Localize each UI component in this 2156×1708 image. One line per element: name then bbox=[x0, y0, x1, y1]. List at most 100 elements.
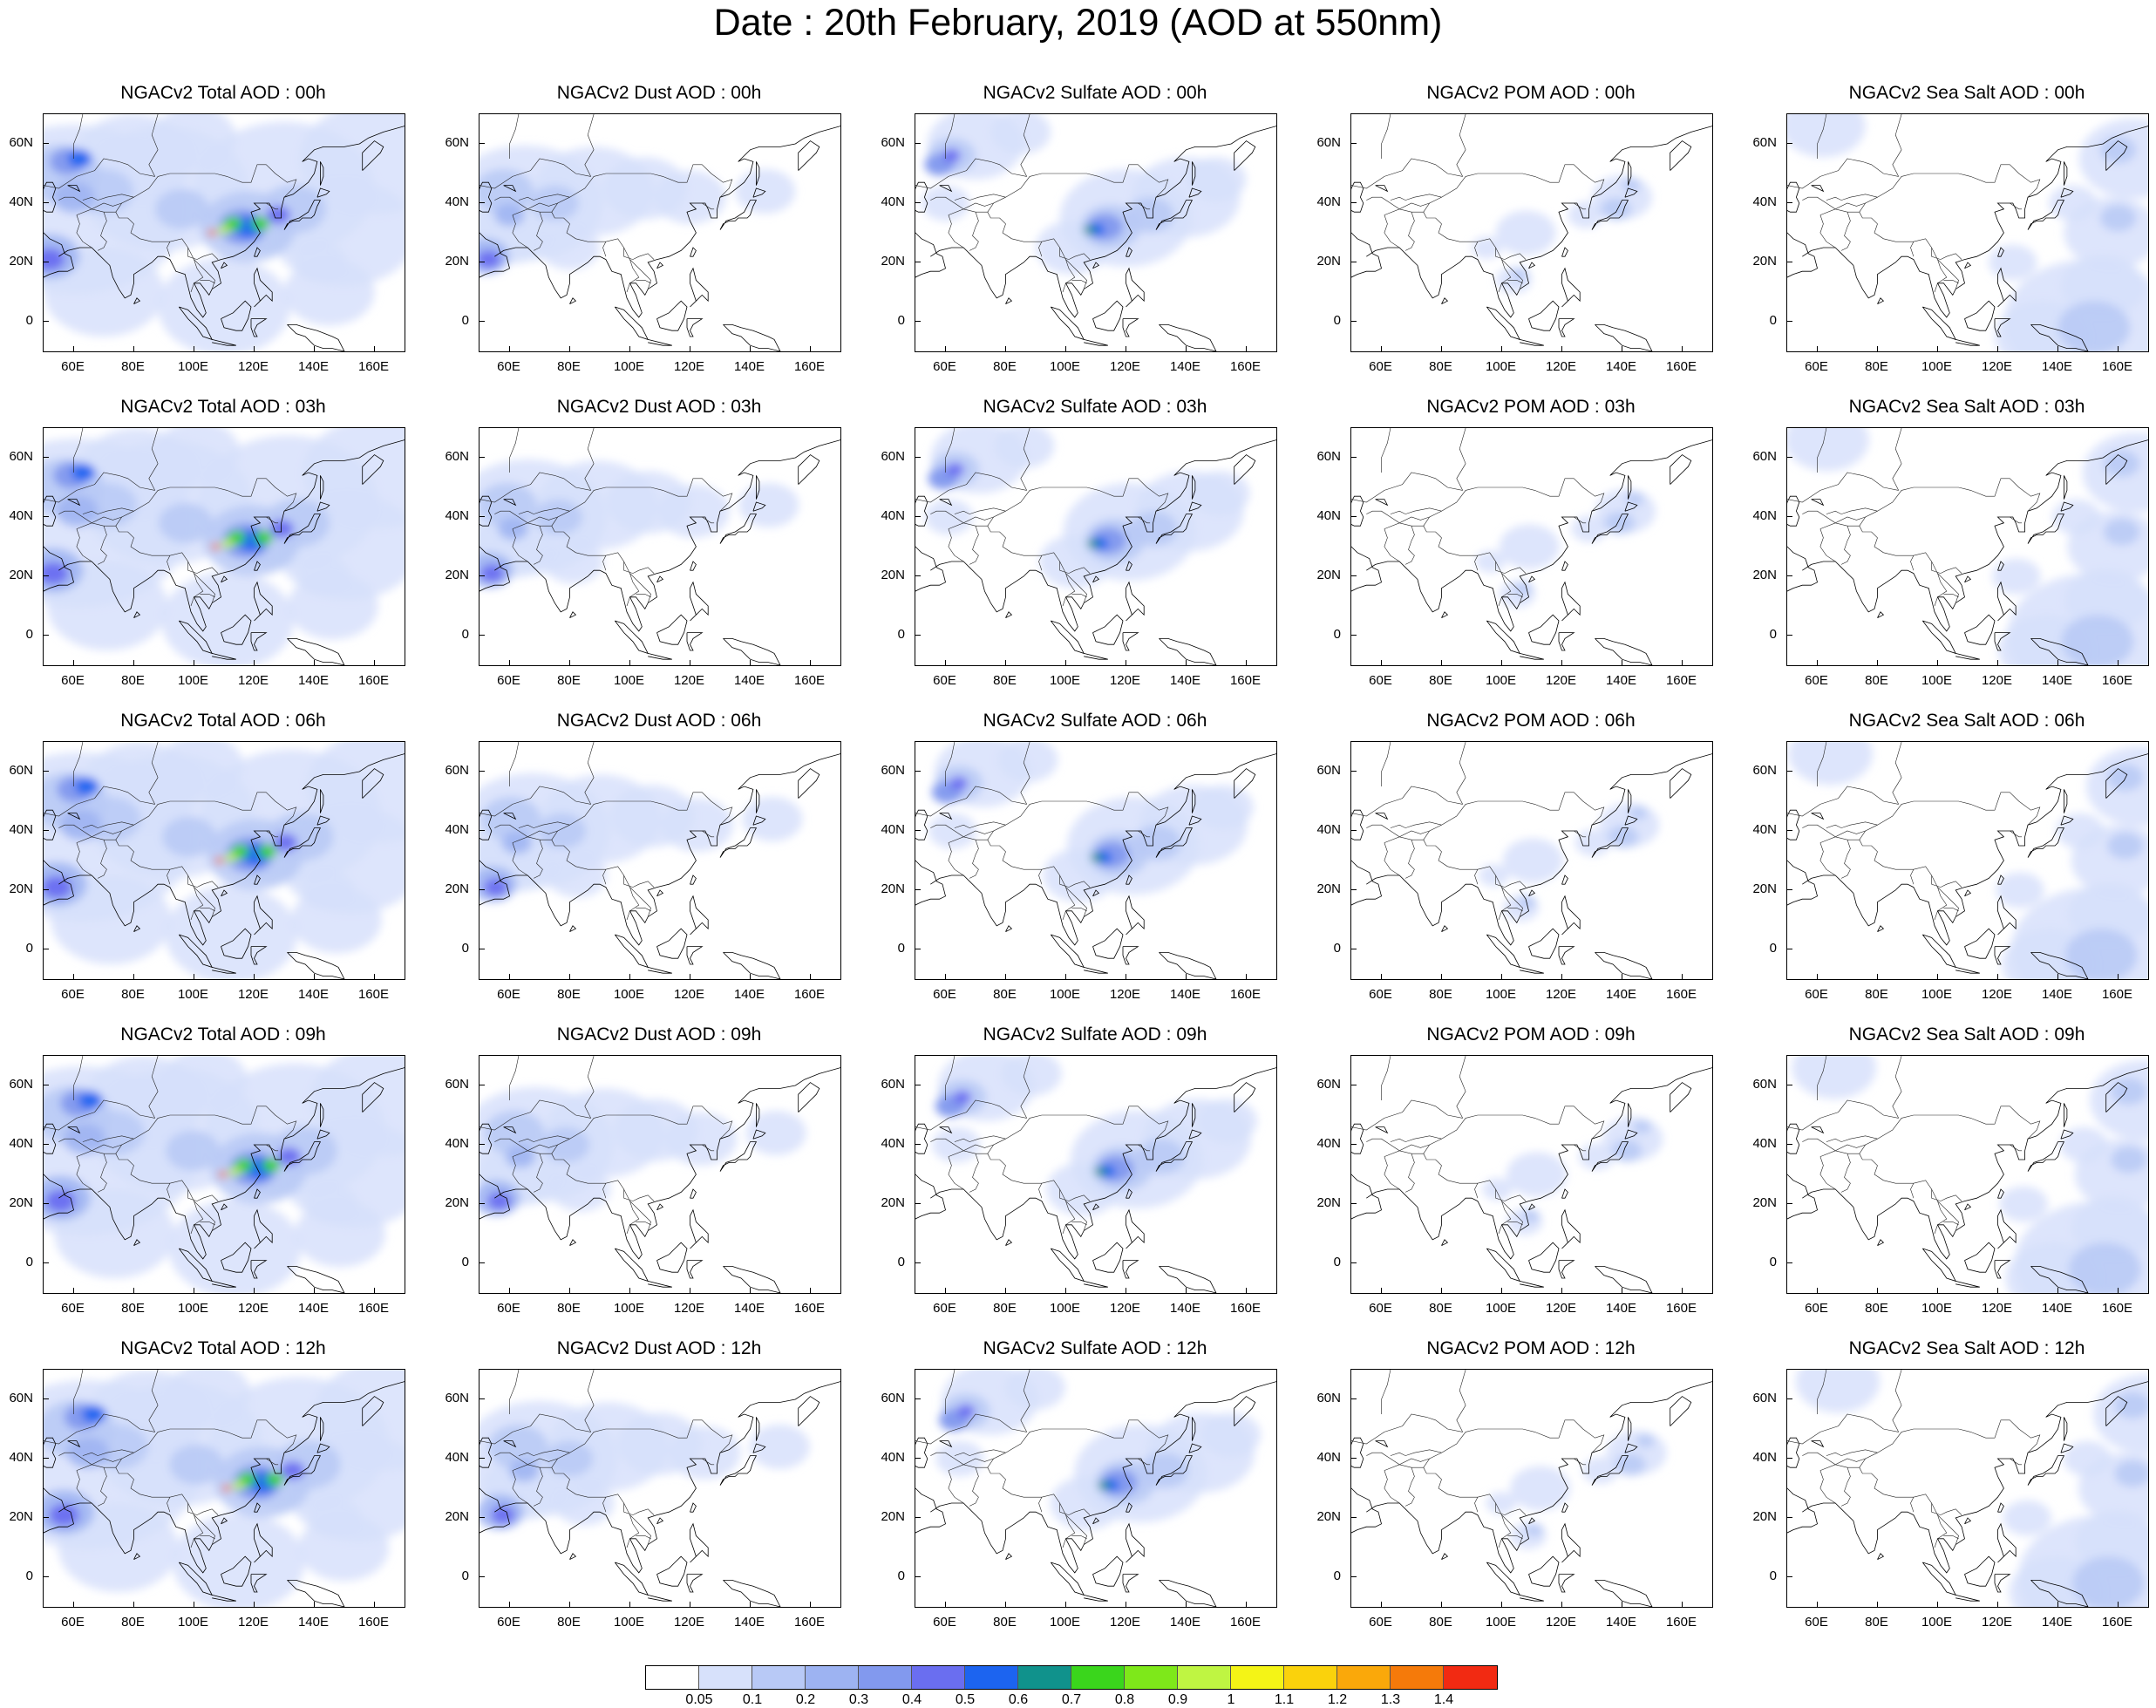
x-tick-mark bbox=[133, 346, 134, 351]
y-tick-mark bbox=[44, 1203, 49, 1204]
coastlines bbox=[1351, 1067, 1712, 1293]
y-tick-label: 20N bbox=[445, 254, 469, 269]
aod-blob bbox=[2061, 255, 2146, 317]
aod-blob bbox=[1608, 826, 1639, 848]
country-borders bbox=[44, 742, 297, 921]
x-tick-mark bbox=[373, 1288, 375, 1293]
y-tick-label: 0 bbox=[897, 1255, 905, 1269]
aod-map bbox=[479, 1056, 840, 1293]
x-tick-label: 160E bbox=[357, 1301, 390, 1316]
panel-title: NGACv2 POM AOD : 12h bbox=[1426, 1338, 1636, 1358]
x-tick-mark bbox=[629, 1288, 630, 1293]
x-tick-mark bbox=[1245, 660, 1247, 665]
y-tick-label: 20N bbox=[9, 881, 33, 896]
x-tick-label: 80E bbox=[993, 359, 1017, 374]
x-tick-label: 140E bbox=[297, 359, 330, 374]
country-borders bbox=[479, 428, 733, 607]
x-tick-label: 160E bbox=[1229, 359, 1262, 374]
y-tick-label: 40N bbox=[445, 1450, 469, 1465]
aod-blob bbox=[1486, 1492, 1517, 1514]
y-tick-label: 40N bbox=[881, 508, 905, 523]
y-tick-mark bbox=[479, 575, 485, 576]
aod-blob bbox=[949, 776, 969, 791]
colorbar-box bbox=[1071, 1666, 1125, 1689]
aod-map bbox=[479, 1370, 840, 1607]
y-tick-label: 40N bbox=[1316, 1136, 1341, 1151]
x-tick-label: 100E bbox=[1921, 673, 1953, 688]
y-tick-label: 60N bbox=[1752, 135, 1777, 150]
y-tick-label: 20N bbox=[445, 881, 469, 896]
x-tick-label: 80E bbox=[993, 987, 1017, 1002]
x-tick-mark bbox=[1561, 1288, 1562, 1293]
x-tick-mark bbox=[1816, 1602, 1818, 1607]
colorbar-label: 1.4 bbox=[1433, 1692, 1454, 1707]
aod-blob bbox=[54, 1189, 175, 1278]
y-tick-mark bbox=[479, 202, 485, 203]
x-tick-mark bbox=[1936, 974, 1938, 979]
country-borders bbox=[1787, 114, 2041, 293]
aod-blob bbox=[1578, 1143, 1615, 1170]
aod-blob bbox=[159, 742, 244, 797]
panel-title: NGACv2 Sulfate AOD : 00h bbox=[983, 83, 1207, 103]
aod-blob bbox=[1475, 550, 1506, 573]
aod-blob bbox=[654, 170, 726, 224]
x-tick-label: 80E bbox=[557, 1615, 581, 1630]
aod-blob bbox=[1992, 558, 2041, 595]
aod-blob bbox=[262, 1159, 281, 1173]
aod-blob bbox=[487, 1192, 512, 1210]
x-tick-mark bbox=[2117, 1288, 2119, 1293]
y-tick-label: 0 bbox=[25, 1255, 33, 1269]
aod-blob bbox=[1525, 1522, 1544, 1537]
aod-blob bbox=[1574, 829, 1612, 856]
x-tick-label: 120E bbox=[1545, 673, 1577, 688]
map-frame bbox=[1786, 1369, 2149, 1608]
x-tick-label: 140E bbox=[733, 987, 765, 1002]
x-tick-mark bbox=[72, 1602, 74, 1607]
y-tick-mark bbox=[1351, 321, 1357, 322]
map-panel-total-12h: NGACv2 Total AOD : 12h 60N 40N 20N 0 60E 80E 10… bbox=[0, 1336, 436, 1650]
x-tick-label: 60E bbox=[933, 1301, 956, 1316]
aod-blob bbox=[158, 257, 290, 351]
aod-blob bbox=[269, 520, 295, 538]
x-tick-label: 80E bbox=[557, 359, 581, 374]
x-tick-label: 120E bbox=[1981, 673, 2013, 688]
x-tick-mark bbox=[1561, 660, 1562, 665]
country-borders bbox=[915, 1056, 1169, 1235]
country-borders bbox=[44, 1056, 297, 1235]
x-tick-label: 160E bbox=[1229, 1615, 1262, 1630]
coastlines bbox=[479, 439, 840, 665]
x-tick-label: 120E bbox=[673, 359, 705, 374]
y-tick-mark bbox=[44, 1517, 49, 1518]
aod-blob bbox=[214, 857, 224, 864]
y-tick-label: 60N bbox=[445, 1391, 469, 1405]
aod-field bbox=[925, 428, 1250, 589]
x-tick-label: 60E bbox=[61, 987, 85, 1002]
y-tick-label: 20N bbox=[1316, 1195, 1341, 1210]
x-tick-mark bbox=[944, 1288, 946, 1293]
country-borders bbox=[479, 114, 733, 293]
x-tick-mark bbox=[944, 346, 946, 351]
y-tick-label: 20N bbox=[881, 254, 905, 269]
aod-blob bbox=[2063, 1440, 2112, 1477]
aod-blob bbox=[942, 148, 961, 163]
map-frame bbox=[915, 427, 1277, 666]
x-tick-label: 120E bbox=[673, 673, 705, 688]
y-tick-mark bbox=[44, 202, 49, 203]
y-tick-label: 0 bbox=[461, 1569, 469, 1583]
map-panel-pom-09h: NGACv2 POM AOD : 09h 60N 40N 20N 0 60E 80E 100E… bbox=[1308, 1022, 1744, 1336]
aod-blob bbox=[313, 1370, 405, 1470]
coastlines bbox=[44, 1381, 405, 1607]
y-tick-mark bbox=[44, 321, 49, 322]
aod-blob bbox=[58, 1503, 179, 1592]
x-tick-mark bbox=[133, 974, 134, 979]
x-tick-mark bbox=[1064, 1288, 1066, 1293]
y-tick-label: 0 bbox=[897, 941, 905, 956]
x-tick-label: 120E bbox=[1981, 1615, 2013, 1630]
y-tick-mark bbox=[1351, 1398, 1357, 1399]
colorbar-box bbox=[699, 1666, 752, 1689]
country-borders bbox=[1351, 1370, 1605, 1548]
x-tick-mark bbox=[1245, 346, 1247, 351]
x-tick-label: 160E bbox=[1665, 673, 1697, 688]
x-tick-label: 140E bbox=[1169, 1615, 1201, 1630]
aod-blob bbox=[306, 742, 405, 842]
